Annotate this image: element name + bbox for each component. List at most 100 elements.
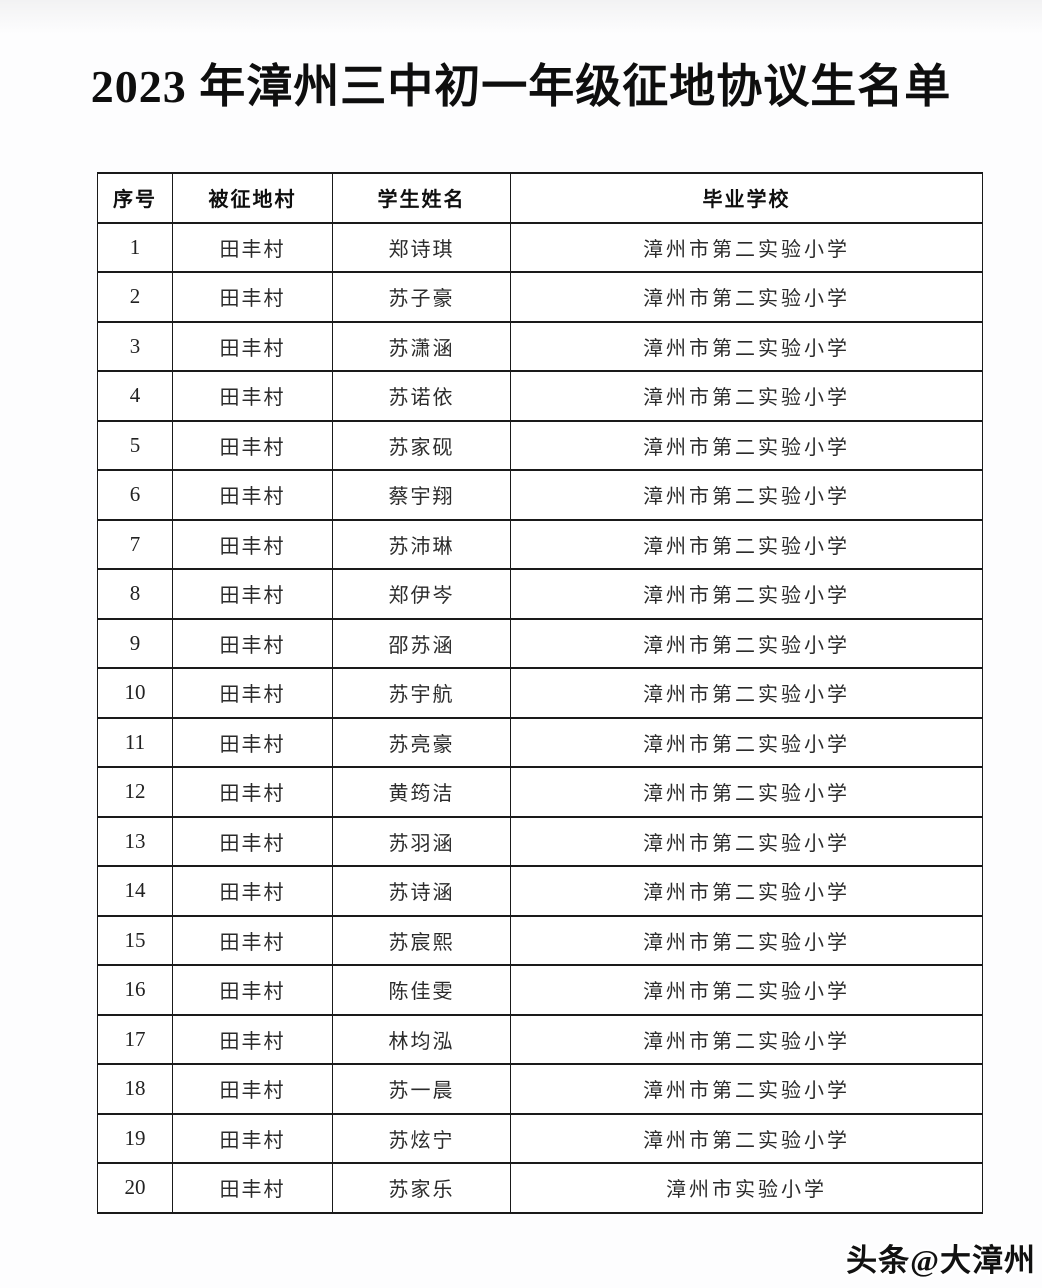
table-row: 14 田丰村 苏诗涵 漳州市第二实验小学: [97, 865, 983, 917]
cell-village: 田丰村: [172, 1112, 333, 1164]
table-row: 18 田丰村 苏一晨 漳州市第二实验小学: [97, 1063, 983, 1115]
cell-village: 田丰村: [172, 815, 333, 867]
cell-school: 漳州市第二实验小学: [510, 469, 983, 521]
cell-village: 田丰村: [172, 716, 333, 768]
cell-village: 田丰村: [172, 370, 333, 422]
cell-name: 苏家砚: [332, 419, 511, 471]
cell-name: 苏诗涵: [332, 865, 511, 917]
watermark: 头条@大漳州: [846, 1243, 1036, 1278]
cell-village: 田丰村: [172, 667, 333, 719]
cell-village: 田丰村: [172, 964, 333, 1016]
table-row: 1 田丰村 郑诗琪 漳州市第二实验小学: [97, 221, 983, 273]
cell-name: 苏羽涵: [332, 815, 511, 867]
cell-no: 13: [97, 815, 173, 867]
cell-village: 田丰村: [172, 865, 333, 917]
cell-school: 漳州市第二实验小学: [510, 419, 983, 471]
cell-no: 16: [97, 964, 173, 1016]
cell-school: 漳州市第二实验小学: [510, 1013, 983, 1065]
cell-no: 5: [97, 419, 173, 471]
cell-village: 田丰村: [172, 568, 333, 620]
cell-name: 苏沛琳: [332, 518, 511, 570]
table-row: 16 田丰村 陈佳雯 漳州市第二实验小学: [97, 964, 983, 1016]
table-row: 4 田丰村 苏诺依 漳州市第二实验小学: [97, 370, 983, 422]
cell-name: 苏宇航: [332, 667, 511, 719]
cell-no: 20: [97, 1162, 173, 1214]
cell-name: 苏宸熙: [332, 914, 511, 966]
cell-name: 邵苏涵: [332, 617, 511, 669]
cell-village: 田丰村: [172, 1013, 333, 1065]
cell-name: 郑伊岑: [332, 568, 511, 620]
cell-no: 2: [97, 271, 173, 323]
table-row: 20 田丰村 苏家乐 漳州市实验小学: [97, 1162, 983, 1214]
cell-village: 田丰村: [172, 766, 333, 818]
table-row: 3 田丰村 苏潇涵 漳州市第二实验小学: [97, 320, 983, 372]
cell-school: 漳州市第二实验小学: [510, 1063, 983, 1115]
table-row: 10 田丰村 苏宇航 漳州市第二实验小学: [97, 667, 983, 719]
cell-school: 漳州市第二实验小学: [510, 271, 983, 323]
cell-village: 田丰村: [172, 518, 333, 570]
column-header-village: 被征地村: [172, 172, 333, 224]
table-row: 12 田丰村 黄筠洁 漳州市第二实验小学: [97, 766, 983, 818]
cell-no: 19: [97, 1112, 173, 1164]
cell-village: 田丰村: [172, 419, 333, 471]
cell-school: 漳州市第二实验小学: [510, 667, 983, 719]
cell-name: 林均泓: [332, 1013, 511, 1065]
cell-name: 郑诗琪: [332, 221, 511, 273]
table-row: 9 田丰村 邵苏涵 漳州市第二实验小学: [97, 617, 983, 669]
cell-no: 10: [97, 667, 173, 719]
cell-no: 12: [97, 766, 173, 818]
table-row: 15 田丰村 苏宸熙 漳州市第二实验小学: [97, 914, 983, 966]
cell-school: 漳州市第二实验小学: [510, 617, 983, 669]
cell-school: 漳州市第二实验小学: [510, 221, 983, 273]
cell-no: 4: [97, 370, 173, 422]
page-title: 2023 年漳州三中初一年级征地协议生名单: [90, 61, 952, 112]
column-header-school: 毕业学校: [510, 172, 983, 224]
cell-name: 苏诺依: [332, 370, 511, 422]
table-row: 8 田丰村 郑伊岑 漳州市第二实验小学: [97, 568, 983, 620]
cell-no: 8: [97, 568, 173, 620]
cell-no: 1: [97, 221, 173, 273]
cell-name: 陈佳雯: [332, 964, 511, 1016]
cell-school: 漳州市第二实验小学: [510, 518, 983, 570]
table-row: 2 田丰村 苏子豪 漳州市第二实验小学: [97, 271, 983, 323]
table-row: 13 田丰村 苏羽涵 漳州市第二实验小学: [97, 815, 983, 867]
cell-village: 田丰村: [172, 914, 333, 966]
cell-name: 苏一晨: [332, 1063, 511, 1115]
cell-no: 6: [97, 469, 173, 521]
students-table: 序号 被征地村 学生姓名 毕业学校 1 田丰村 郑诗琪 漳州市第二实验小学 2 田丰村 苏子…: [97, 172, 983, 1214]
cell-village: 田丰村: [172, 320, 333, 372]
cell-village: 田丰村: [172, 221, 333, 273]
cell-name: 蔡宇翔: [332, 469, 511, 521]
column-header-name: 学生姓名: [332, 172, 511, 224]
cell-name: 黄筠洁: [332, 766, 511, 818]
cell-no: 18: [97, 1063, 173, 1115]
cell-name: 苏家乐: [332, 1162, 511, 1214]
table-row: 6 田丰村 蔡宇翔 漳州市第二实验小学: [97, 469, 983, 521]
cell-name: 苏潇涵: [332, 320, 511, 372]
cell-no: 15: [97, 914, 173, 966]
cell-school: 漳州市第二实验小学: [510, 568, 983, 620]
cell-no: 3: [97, 320, 173, 372]
cell-school: 漳州市第二实验小学: [510, 865, 983, 917]
cell-no: 14: [97, 865, 173, 917]
table-row: 17 田丰村 林均泓 漳州市第二实验小学: [97, 1013, 983, 1065]
table-header-row: 序号 被征地村 学生姓名 毕业学校: [97, 172, 983, 224]
cell-village: 田丰村: [172, 271, 333, 323]
cell-school: 漳州市第二实验小学: [510, 716, 983, 768]
cell-name: 苏炫宁: [332, 1112, 511, 1164]
cell-school: 漳州市第二实验小学: [510, 914, 983, 966]
cell-village: 田丰村: [172, 617, 333, 669]
table-row: 5 田丰村 苏家砚 漳州市第二实验小学: [97, 419, 983, 471]
cell-no: 11: [97, 716, 173, 768]
cell-village: 田丰村: [172, 1063, 333, 1115]
cell-school: 漳州市第二实验小学: [510, 320, 983, 372]
table-row: 19 田丰村 苏炫宁 漳州市第二实验小学: [97, 1112, 983, 1164]
cell-no: 9: [97, 617, 173, 669]
cell-school: 漳州市第二实验小学: [510, 815, 983, 867]
column-header-no: 序号: [97, 172, 173, 224]
cell-village: 田丰村: [172, 1162, 333, 1214]
cell-school: 漳州市第二实验小学: [510, 370, 983, 422]
table-row: 11 田丰村 苏亮豪 漳州市第二实验小学: [97, 716, 983, 768]
cell-village: 田丰村: [172, 469, 333, 521]
cell-no: 7: [97, 518, 173, 570]
